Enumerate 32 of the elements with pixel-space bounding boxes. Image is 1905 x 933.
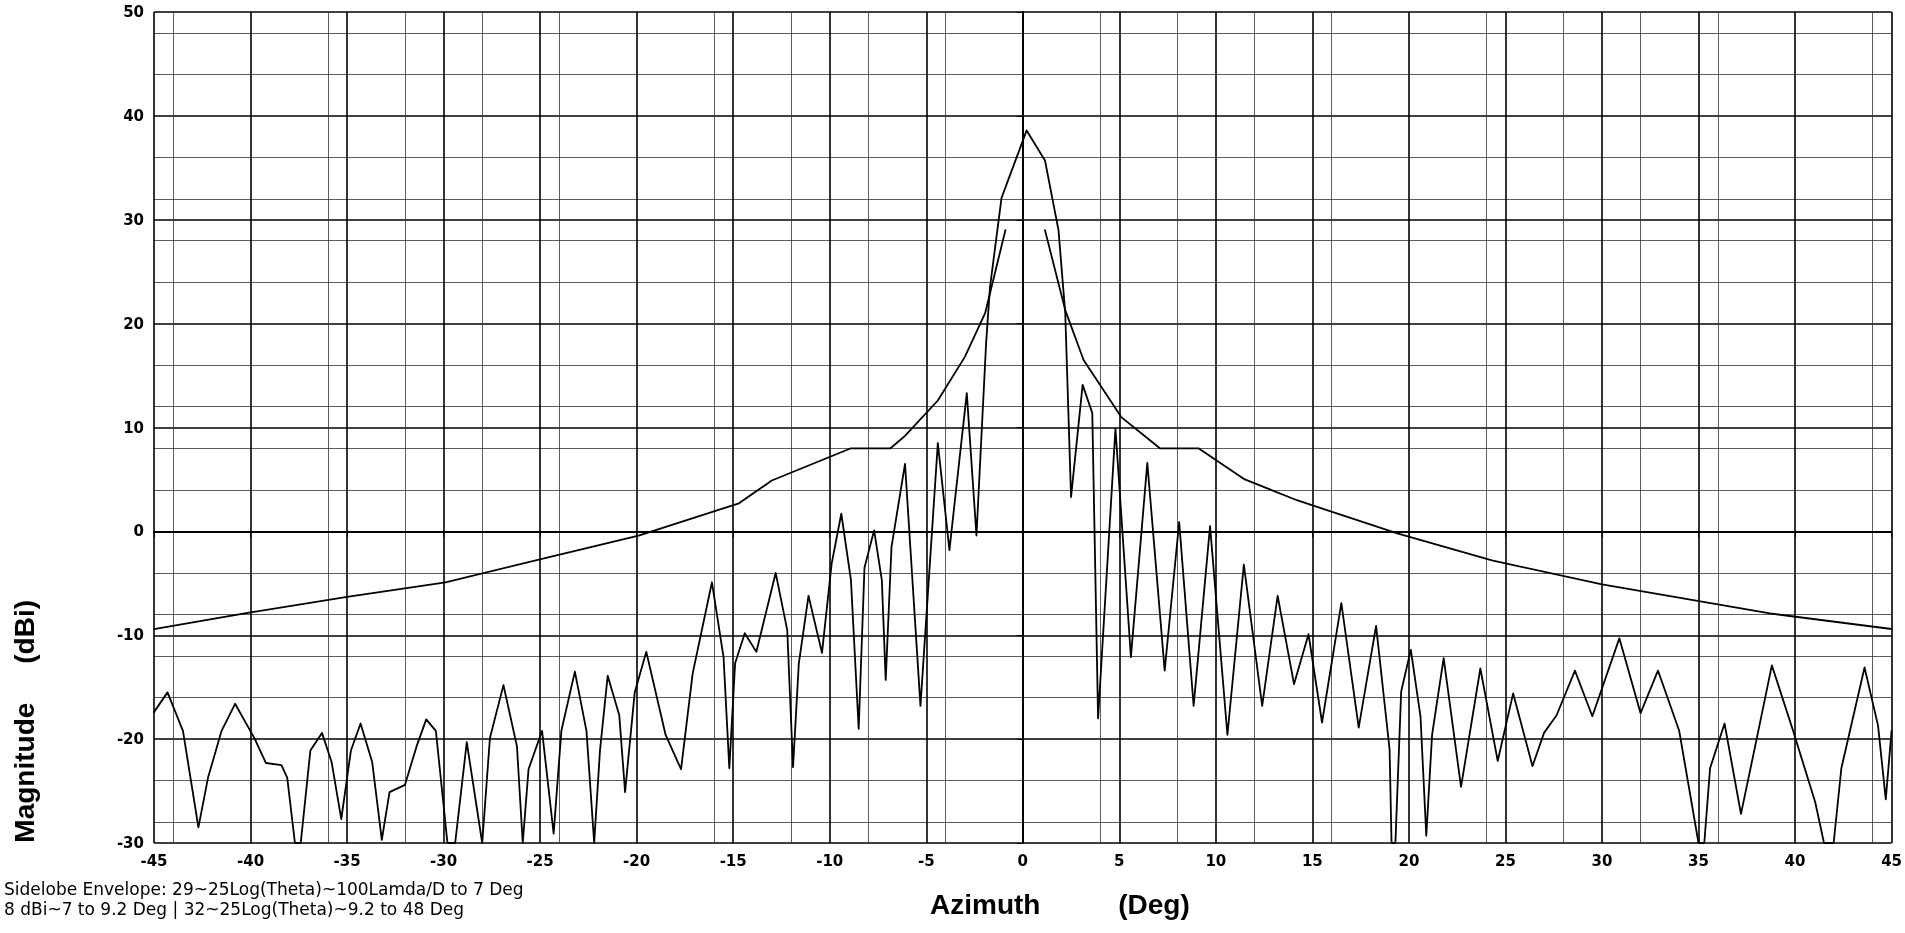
y-tick-label: 20 <box>123 314 144 333</box>
x-tick-label: -40 <box>236 851 265 870</box>
x-tick-label: 20 <box>1398 851 1420 870</box>
y-tick-label: 10 <box>123 418 144 437</box>
x-tick-label: 35 <box>1688 851 1709 870</box>
y-tick-label: 30 <box>123 210 144 229</box>
y-tick-label: 50 <box>123 3 144 21</box>
text: 8 dBi~7 to 9.2 Deg | 32~25Log(Theta)~9.2 to 48 Deg <box>4 898 465 919</box>
x-tick-label: -5 <box>917 851 935 870</box>
y-tick-label: -20 <box>116 730 144 749</box>
x-tick-label: 0 <box>1017 851 1028 870</box>
y-axis-title: Magnitude (dBi) <box>8 599 40 843</box>
y-tick-label: 40 <box>123 106 144 125</box>
x-tick-label: 5 <box>1114 851 1125 870</box>
y-tick-label: -30 <box>116 834 144 852</box>
x-tick-label: -25 <box>526 851 554 870</box>
y-tick-label: -10 <box>116 626 144 645</box>
x-tick-label: -35 <box>333 851 361 870</box>
y-tick-label: 0 <box>133 522 144 541</box>
x-tick-label: -45 <box>140 851 168 870</box>
x-tick-label: 15 <box>1301 851 1323 870</box>
x-tick-label: -20 <box>623 851 651 870</box>
x-tick-label: -10 <box>816 851 844 870</box>
x-axis-title: Azimuth (Deg) <box>930 888 1190 920</box>
x-tick-label: -30 <box>430 851 458 870</box>
x-tick-label: 25 <box>1495 851 1516 870</box>
x-tick-label: 10 <box>1205 851 1227 870</box>
x-tick-label: -15 <box>719 851 747 870</box>
x-tick-label: 40 <box>1784 851 1806 870</box>
text: Sidelobe Envelope: 29~25Log(Theta)~100Lamda/D to 7 Deg <box>4 878 524 899</box>
x-tick-label: 45 <box>1881 851 1902 870</box>
x-tick-label: 30 <box>1591 851 1613 870</box>
